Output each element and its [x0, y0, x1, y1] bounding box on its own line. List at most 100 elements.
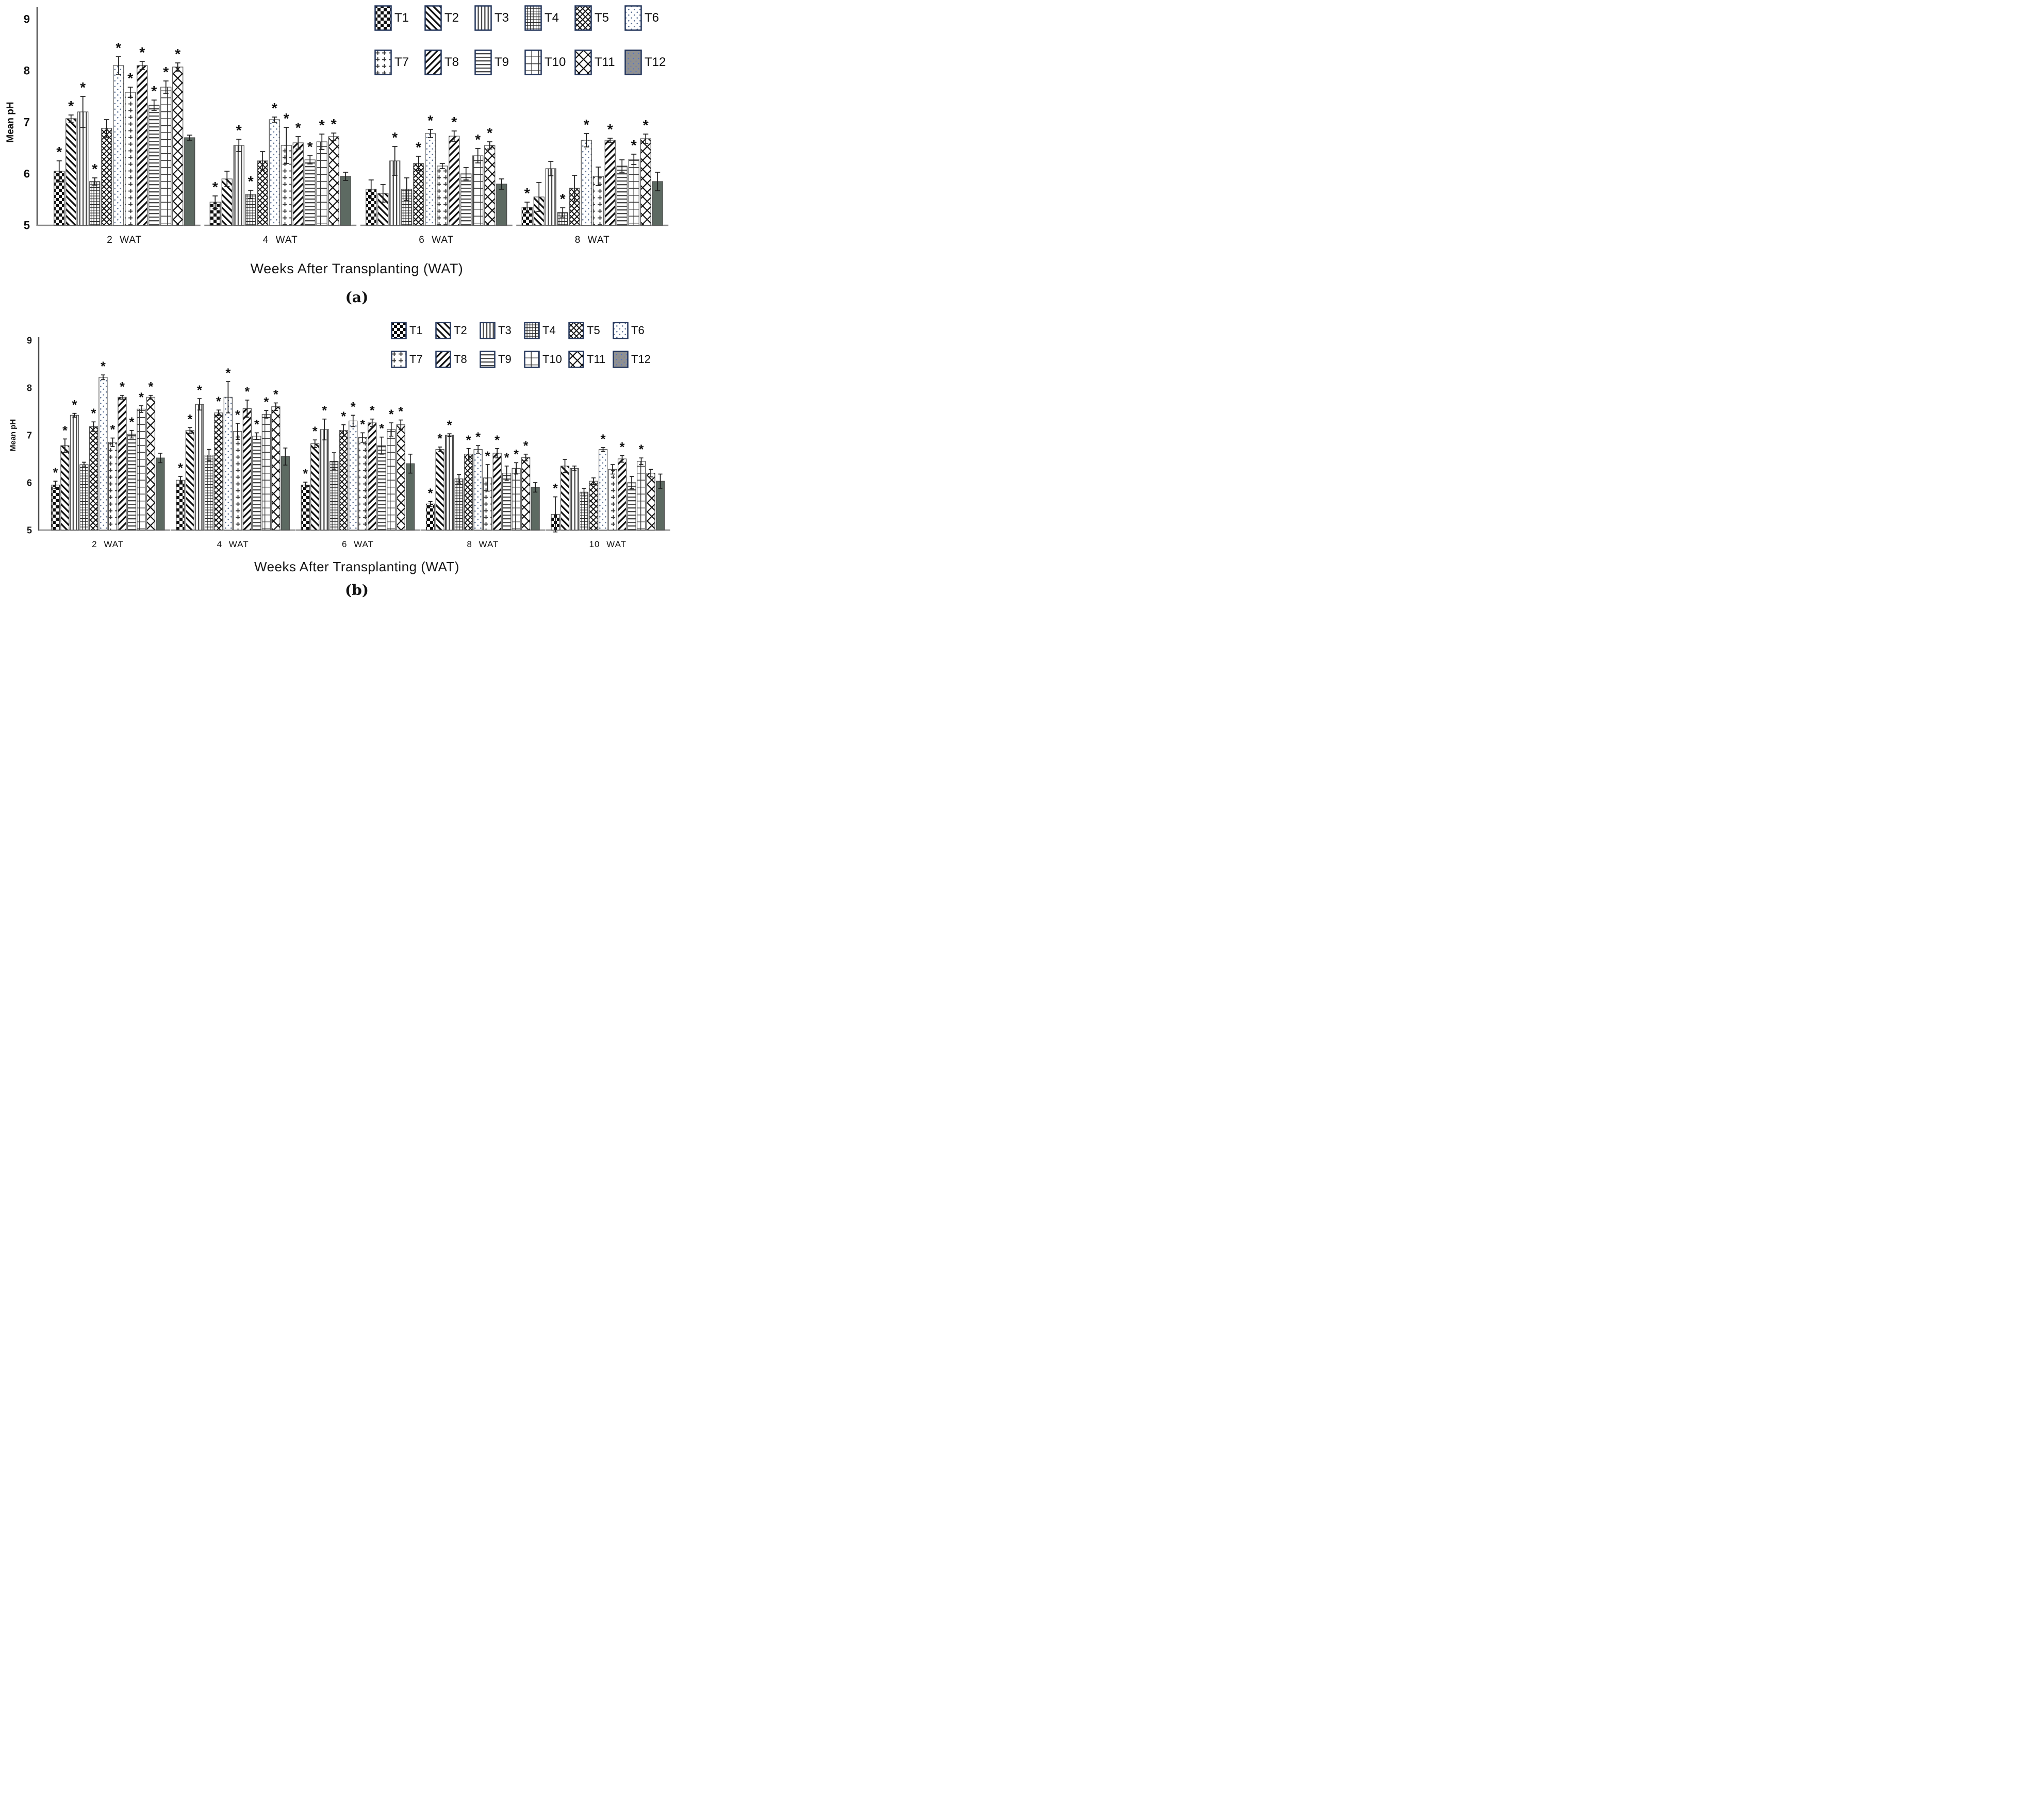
legend-label-T11: T11 [587, 353, 606, 366]
sig-marker-b-T9-1: * [254, 417, 259, 432]
legend-item-T7: T7 [391, 351, 435, 368]
bar-a-4WAT-T10 [316, 141, 327, 226]
bar-a-2WAT-T12 [184, 137, 195, 226]
chart-a-legend: T1 T2 T3 T4 T5 T6 T7 T8 T9 T10 T11 T12 [374, 5, 674, 75]
sig-marker-a-T9-1: * [307, 139, 313, 155]
sig-marker-a-T10-3: * [631, 137, 637, 153]
sig-marker-b-T6-4: * [601, 432, 606, 447]
bar-b-10WAT-T5 [589, 481, 598, 531]
bar-a-6WAT-T7 [437, 166, 448, 226]
bar-a-4WAT-T12 [340, 176, 351, 226]
sig-marker-a-T10-2: * [475, 131, 481, 147]
sig-marker-b-T10-4: * [639, 442, 644, 457]
legend-label-T3: T3 [498, 324, 512, 337]
legend-item-T10: T10 [524, 351, 568, 368]
bar-a-6WAT-T5 [413, 163, 424, 226]
legend-swatch-T2-icon [424, 5, 442, 31]
sig-marker-a-T4-3: * [560, 191, 566, 207]
bar-b-10WAT-T11 [646, 473, 655, 531]
bar-a-4WAT-T9 [304, 159, 316, 226]
bar-a-8WAT-T6 [581, 140, 592, 226]
sig-marker-b-T8-2: * [370, 404, 375, 418]
y-tick-b-7: 7 [27, 430, 32, 440]
legend-label-T8: T8 [444, 55, 459, 69]
sig-marker-b-T10-3: * [514, 447, 519, 461]
bar-b-6WAT-T9 [377, 445, 386, 531]
y-tick-b-6: 6 [27, 477, 32, 488]
bar-a-4WAT-T4 [245, 194, 256, 226]
legend-label-T9: T9 [498, 353, 512, 366]
legend-label-T1: T1 [394, 11, 409, 25]
legend-item-T12: T12 [613, 351, 657, 368]
sig-marker-a-T8-1: * [295, 120, 301, 136]
sig-marker-a-T6-3: * [584, 117, 589, 133]
sig-marker-a-T3-0: * [80, 79, 86, 95]
sig-marker-b-T8-0: * [120, 380, 125, 394]
bar-b-8WAT-T8 [492, 453, 502, 531]
chart-a-plot: 5 6 7 8 9 Mean pH * * * * * * * * * * 2 WAT * * * * * * * * * 4 WA… [5, 7, 669, 245]
bar-b-10WAT-T6 [598, 449, 608, 531]
bar-b-4WAT-T8 [242, 408, 252, 531]
sig-marker-b-T9-3: * [504, 451, 509, 465]
sig-marker-a-T1-1: * [212, 179, 218, 195]
x-category-a-3: 8 WAT [575, 235, 610, 245]
sig-marker-b-T11-3: * [523, 439, 529, 453]
chart-b-plot: 5 6 7 8 9 Mean pH * * * * * * * * * * 2 WAT * * * * * * * * * * 4 W… [9, 335, 670, 549]
legend-label-T6: T6 [631, 324, 645, 337]
y-axis-title-a: Mean pH [5, 102, 16, 142]
sig-marker-a-T8-2: * [451, 114, 457, 130]
legend-item-T8: T8 [424, 49, 474, 75]
bar-a-6WAT-T10 [472, 155, 484, 226]
sig-marker-b-T7-0: * [110, 423, 116, 437]
sig-marker-a-T7-1: * [284, 110, 289, 126]
x-category-a-2: 6 WAT [419, 235, 454, 245]
sig-marker-b-T11-1: * [273, 387, 278, 402]
bar-b-4WAT-T12 [281, 456, 290, 531]
bar-a-6WAT-T11 [484, 145, 496, 226]
legend-label-T5: T5 [595, 11, 609, 25]
bar-b-2WAT-T8 [118, 397, 127, 531]
bar-b-6WAT-T4 [329, 461, 339, 531]
legend-item-T1: T1 [391, 322, 435, 339]
x-category-b-4: 10 WAT [589, 539, 627, 549]
legend-item-T9: T9 [480, 351, 524, 368]
legend-swatch-T12-icon [624, 49, 642, 75]
legend-swatch-T5-icon [568, 322, 584, 339]
sig-marker-a-T11-1: * [331, 116, 337, 132]
y-tick-a-6: 6 [24, 168, 30, 180]
legend-swatch-T4-icon [524, 322, 540, 339]
sig-marker-b-T1-2: * [303, 467, 308, 481]
sig-marker-a-T6-2: * [427, 112, 433, 128]
bar-b-2WAT-T11 [146, 397, 156, 531]
legend-label-T3: T3 [494, 11, 509, 25]
bar-b-6WAT-T6 [349, 420, 358, 531]
legend-swatch-T9-icon [474, 49, 492, 75]
legend-item-T11: T11 [574, 49, 624, 75]
bar-b-6WAT-T8 [368, 422, 377, 531]
bar-b-10WAT-T2 [560, 466, 570, 531]
bar-b-2WAT-T5 [89, 426, 98, 531]
sig-marker-a-T10-0: * [163, 64, 169, 80]
legend-label-T4: T4 [545, 11, 559, 25]
bar-a-2WAT-T10 [160, 87, 172, 226]
legend-swatch-T8-icon [424, 49, 442, 75]
bar-b-6WAT-T10 [387, 429, 396, 531]
sig-marker-a-T2-0: * [68, 98, 74, 114]
legend-item-T7: T7 [374, 49, 424, 75]
bar-b-8WAT-T6 [473, 449, 483, 531]
chart-a-caption: (a) [345, 289, 369, 306]
bar-b-4WAT-T6 [223, 397, 233, 531]
legend-swatch-T1-icon [391, 322, 407, 339]
x-category-b-0: 2 WAT [92, 539, 124, 549]
sig-marker-a-T11-3: * [643, 117, 649, 133]
legend-label-T4: T4 [542, 324, 556, 337]
legend-swatch-T3-icon [474, 5, 492, 31]
legend-swatch-T11-icon [574, 49, 592, 75]
legend-swatch-T9-icon [480, 351, 496, 368]
sig-marker-b-T5-1: * [216, 394, 221, 409]
legend-swatch-T8-icon [435, 351, 451, 368]
legend-label-T11: T11 [595, 55, 615, 69]
sig-marker-b-T7-1: * [235, 408, 240, 422]
legend-label-T2: T2 [444, 11, 459, 25]
legend-item-T3: T3 [480, 322, 524, 339]
